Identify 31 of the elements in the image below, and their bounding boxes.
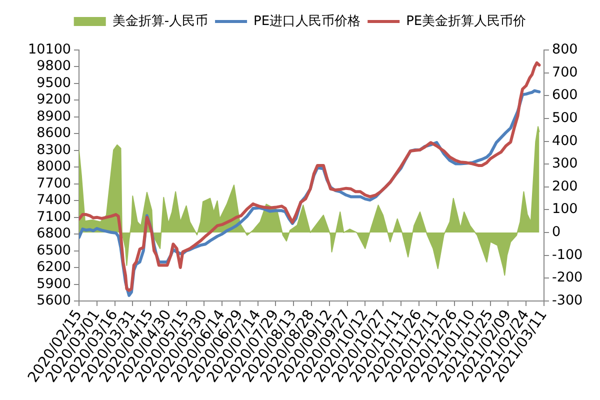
y-tick-label: 5900 (36, 276, 71, 292)
y-tick-label: 7700 (36, 175, 71, 192)
y2-tick-label: -100 (552, 246, 583, 263)
y2-tick-label: -200 (552, 270, 583, 286)
legend-label: PE进口人民币价格 (254, 14, 361, 29)
y2-tick-label: 600 (552, 87, 578, 104)
y-tick-label: 9500 (36, 74, 71, 91)
y-tick-label: 9200 (36, 92, 71, 108)
y2-tick-label: -300 (552, 292, 583, 308)
y-tick-label: 10100 (28, 42, 71, 58)
y2-tick-label: 100 (552, 201, 578, 218)
legend-label: PE美金折算人民币价 (406, 12, 526, 29)
y2-tick-label: 700 (552, 64, 578, 80)
y2-tick-label: 0 (552, 224, 561, 240)
y2-tick-label: 200 (552, 178, 578, 194)
y-tick-label: 5600 (36, 292, 71, 308)
y2-tick-label: 300 (552, 156, 578, 172)
y2-tick-label: 500 (552, 110, 578, 126)
y-tick-label: 8000 (36, 158, 71, 175)
y-tick-label: 9800 (36, 58, 71, 74)
y-tick-label: 7100 (36, 208, 71, 225)
y2-tick-label: 800 (552, 42, 578, 58)
y-tick-label: 7400 (36, 192, 71, 208)
legend-label: 美金折算-人民币 (112, 12, 208, 29)
y-tick-label: 6500 (36, 242, 71, 258)
y-tick-label: 8300 (36, 142, 71, 158)
y-tick-label: 6800 (36, 226, 71, 242)
y-tick-label: 8600 (36, 125, 71, 142)
y-tick-label: 8900 (36, 108, 71, 124)
y-tick-label: 6200 (36, 259, 71, 276)
y2-tick-label: 400 (552, 132, 578, 149)
